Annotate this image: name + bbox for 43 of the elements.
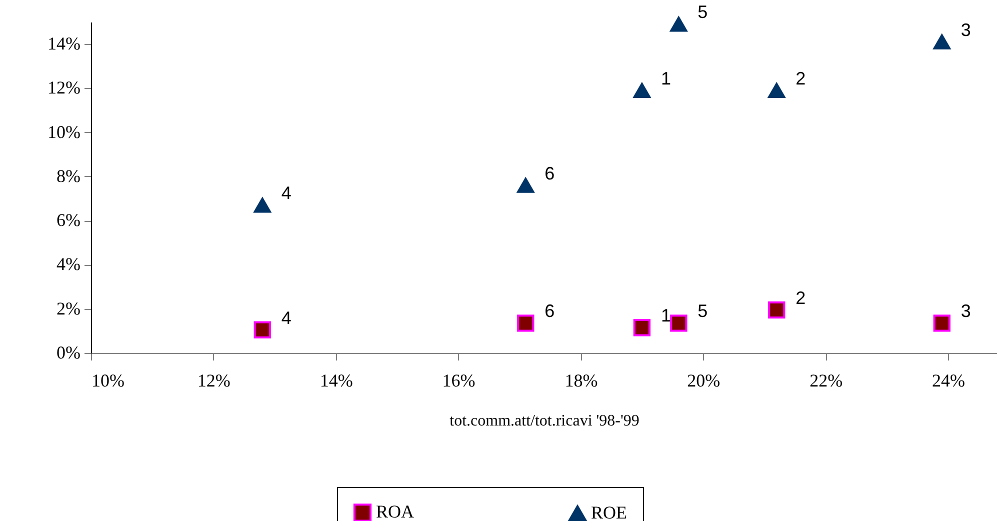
y-tick-label: 10%	[48, 122, 80, 142]
point	[517, 314, 534, 332]
y-tick-label: 8%	[56, 166, 80, 186]
y-tick-label: 4%	[56, 254, 80, 274]
y-tick-label: 0%	[56, 342, 80, 362]
annotation: 6	[544, 301, 555, 322]
x-tick-label: 18%	[564, 370, 598, 390]
legend-label: ROA	[376, 502, 414, 521]
point	[254, 198, 271, 213]
annotation: 2	[796, 288, 806, 308]
point	[670, 16, 688, 32]
annotation: 4	[281, 308, 292, 328]
annotation: 3	[960, 20, 971, 40]
x-tick-label: 22%	[810, 370, 843, 390]
point	[254, 321, 271, 338]
point	[933, 34, 950, 50]
x-tick-label: 10%	[92, 370, 124, 390]
y-tick-label: 12%	[48, 78, 80, 98]
point	[517, 178, 534, 193]
x-tick-label: 12%	[197, 370, 230, 390]
annotation: 1	[660, 68, 671, 88]
point	[633, 82, 651, 98]
x-tick-label: 16%	[442, 370, 476, 390]
point	[633, 319, 651, 336]
x-tick-label: 20%	[687, 370, 720, 390]
annotation: 3	[960, 301, 971, 322]
x-tick-label: 24%	[932, 370, 966, 390]
y-tick-label: 2%	[56, 298, 80, 318]
x-tick-label: 14%	[320, 370, 353, 390]
annotation: 5	[698, 301, 708, 322]
point	[933, 314, 950, 332]
annotation: 4	[281, 183, 292, 204]
x-axis-title: tot.comm.att/tot.ricavi '98-'99	[450, 412, 640, 430]
point	[768, 82, 786, 98]
annotation: 2	[796, 68, 806, 88]
point	[768, 301, 786, 319]
annotation: 5	[698, 2, 708, 22]
y-tick-label: 6%	[56, 210, 80, 230]
legend-label: ROE	[591, 502, 628, 521]
y-tick-label: 14%	[48, 34, 80, 54]
annotation: 6	[544, 163, 555, 184]
annotation: 1	[660, 306, 671, 326]
point	[670, 314, 688, 332]
